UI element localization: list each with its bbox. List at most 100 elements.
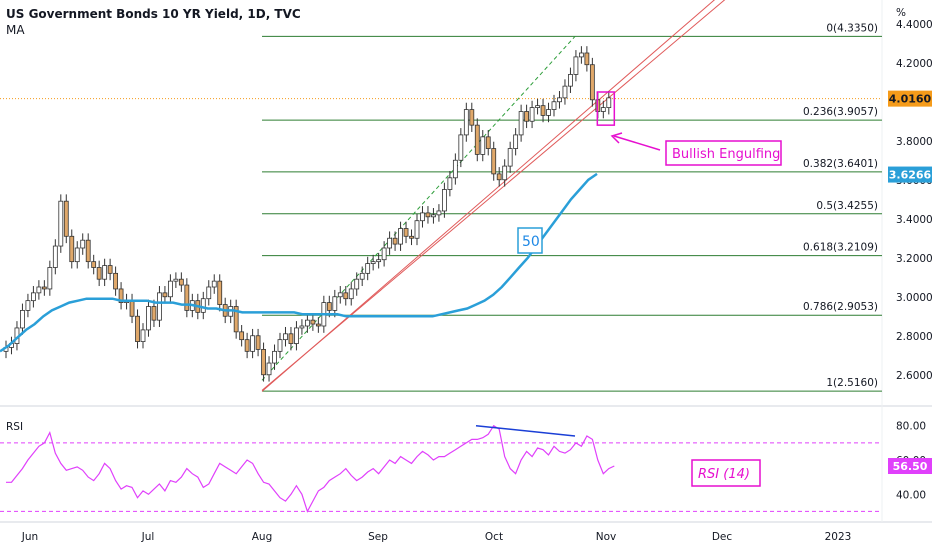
candle-body	[447, 177, 453, 190]
candle-body	[250, 335, 256, 352]
candle-body	[540, 105, 546, 116]
candle-body	[579, 52, 584, 58]
candle-body	[266, 362, 272, 376]
time-tick-label: Dec	[712, 531, 733, 543]
price-tick-label: 4.2000	[896, 58, 932, 70]
candle-body	[167, 280, 173, 298]
candle-body	[409, 235, 414, 239]
indicator-label: MA	[6, 23, 25, 37]
candle-body	[529, 107, 535, 122]
time-tick-label: Jul	[141, 531, 155, 543]
candle-body	[200, 298, 206, 313]
candle-body	[496, 173, 502, 181]
rsi-pane-label: RSI	[6, 421, 23, 433]
candle-body	[343, 292, 349, 300]
moving-average-line	[0, 172, 598, 353]
candle-body	[469, 109, 475, 126]
candle-body	[518, 111, 524, 136]
candle-body	[420, 212, 425, 222]
candle-body	[535, 105, 540, 109]
candle-body	[91, 261, 97, 268]
candle-body	[403, 228, 409, 237]
fib-level-label: 0.5(3.4255)	[816, 200, 878, 212]
candle-body	[507, 148, 513, 167]
candle-body	[118, 288, 124, 304]
candle-body	[304, 319, 310, 327]
candle-body	[184, 284, 190, 311]
candle-body	[606, 97, 612, 108]
last-price-value: 4.0160	[889, 93, 932, 106]
price-tick-label: 3.8000	[896, 136, 932, 148]
candle-body	[107, 265, 113, 274]
candle-body	[146, 306, 151, 331]
time-tick-label: Oct	[485, 531, 503, 543]
candle-body	[463, 109, 469, 136]
candle-body	[436, 210, 442, 216]
candle-body	[261, 348, 266, 376]
rsi-annotation-box	[691, 459, 761, 487]
candle-body	[551, 101, 557, 110]
fib-level-label: 1(2.5160)	[826, 377, 878, 389]
candle-body	[294, 327, 299, 344]
time-tick-label: 2023	[825, 531, 852, 543]
candle-body	[162, 292, 168, 298]
candle-body	[491, 148, 497, 175]
price-tick-label: 3.0000	[896, 292, 932, 304]
candle-body	[310, 319, 316, 325]
engulfing-highlight-box	[596, 91, 616, 126]
candle-body	[458, 134, 464, 161]
candle-body	[206, 286, 212, 300]
channel-line-upper	[261, 0, 726, 391]
candle-body	[36, 286, 42, 294]
candle-body	[299, 325, 305, 329]
bullish-engulfing-box	[665, 140, 782, 166]
chart-header: US Government Bonds 10 YR Yield, 1D, TVC…	[6, 6, 301, 38]
candle-body	[480, 136, 486, 155]
price-tick-label: 4.4000	[896, 19, 932, 31]
time-tick-label: Jun	[21, 531, 38, 543]
candle-body	[485, 136, 491, 149]
bullish-engulfing-label: Bullish Engulfing	[672, 147, 780, 162]
last-price-badge	[888, 90, 932, 107]
candle-body	[557, 97, 562, 103]
candle-body	[173, 278, 179, 282]
candle-body	[562, 85, 568, 99]
candle-body	[573, 56, 579, 75]
ma-price-value: 3.6266	[889, 169, 932, 182]
trend-dashed-line	[261, 36, 576, 381]
candle-body	[69, 235, 75, 263]
ma-50-box	[517, 227, 543, 254]
ma-50-label: 50	[522, 234, 540, 250]
candle-body	[359, 272, 365, 280]
candle-body	[398, 228, 403, 245]
candle-body	[589, 64, 595, 101]
rsi-divergence-line	[475, 424, 576, 437]
candle-body	[277, 339, 283, 352]
rsi-line	[6, 424, 615, 513]
candle-body	[178, 278, 184, 286]
chart-title: US Government Bonds 10 YR Yield, 1D, TVC	[6, 7, 301, 21]
candle-body	[135, 315, 140, 343]
candle-body	[392, 237, 398, 245]
annotation-arrowhead	[610, 132, 623, 144]
fib-level-label: 0.236(3.9057)	[803, 106, 878, 118]
candle-body	[584, 52, 590, 66]
candle-body	[58, 200, 64, 247]
candle-body	[47, 267, 53, 290]
rsi-tick-label: 40.00	[896, 489, 926, 501]
time-tick-label: Nov	[596, 531, 617, 543]
candle-body	[425, 212, 431, 218]
price-tick-label: 3.2000	[896, 253, 932, 265]
rsi-annotation-label: RSI (14)	[698, 467, 750, 482]
time-tick-label: Sep	[368, 531, 388, 543]
price-tick-label: 2.6000	[896, 370, 932, 382]
candle-body	[348, 288, 354, 300]
candle-body	[25, 300, 31, 311]
candle-body	[568, 74, 573, 87]
candle-body	[233, 306, 239, 333]
candle-body	[326, 302, 332, 311]
candle-body	[244, 339, 250, 352]
fib-level-label: 0(4.3350)	[826, 22, 878, 34]
candle-body	[85, 239, 91, 263]
